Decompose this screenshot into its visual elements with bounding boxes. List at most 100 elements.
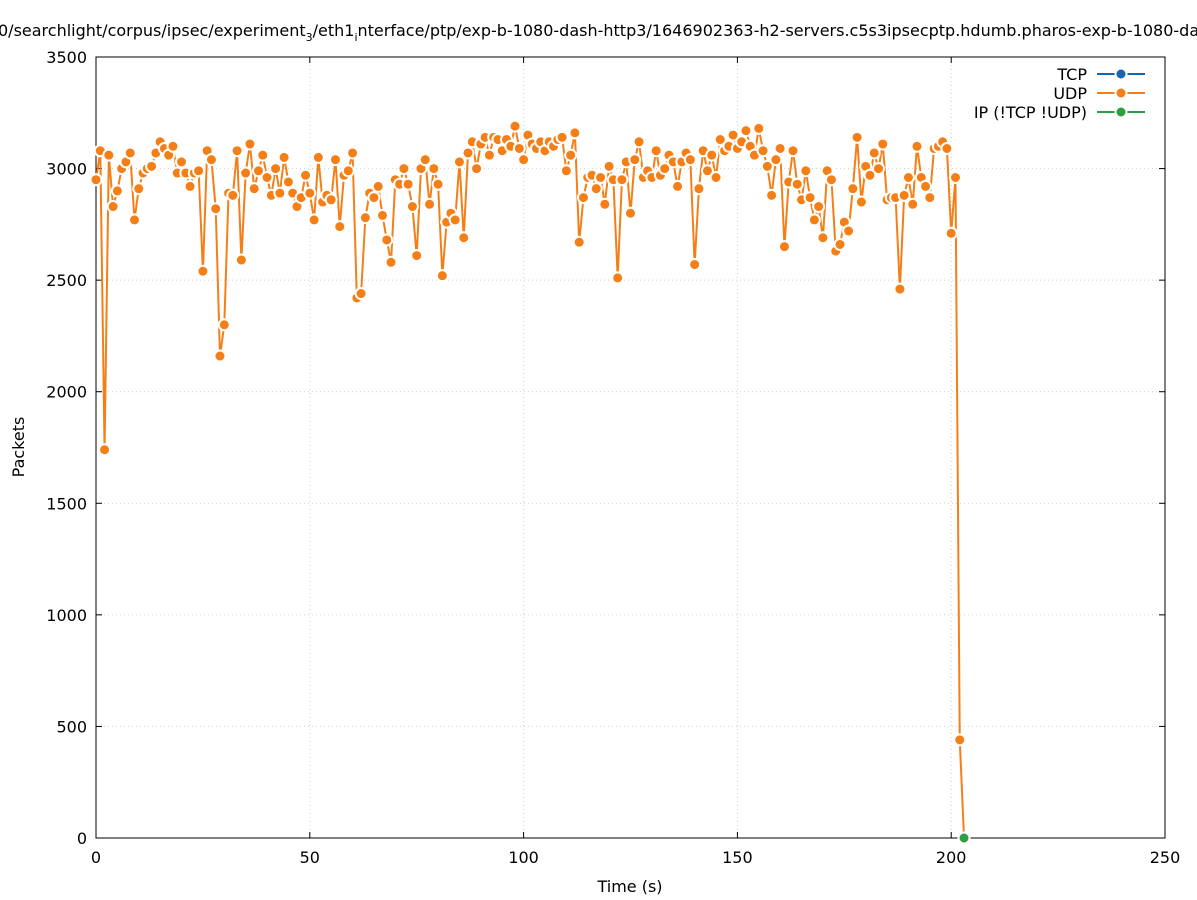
data-point <box>204 153 218 167</box>
data-point <box>418 153 432 167</box>
data-point <box>213 349 227 363</box>
data-point <box>598 197 612 211</box>
x-tick-label: 50 <box>300 848 320 867</box>
data-point <box>448 213 462 227</box>
data-point <box>816 231 830 245</box>
data-point <box>226 188 240 202</box>
data-point <box>752 121 766 135</box>
legend-swatch-marker <box>1114 67 1128 81</box>
data-point <box>260 171 274 184</box>
data-point <box>944 226 958 240</box>
data-point <box>726 128 740 142</box>
data-point <box>328 153 342 167</box>
data-point <box>568 126 582 140</box>
data-point <box>273 186 287 200</box>
series-line-udp <box>95 125 966 839</box>
data-point <box>183 179 197 193</box>
data-point <box>906 197 920 211</box>
data-point <box>765 188 779 202</box>
data-point <box>589 182 603 196</box>
data-point <box>192 164 206 178</box>
data-point <box>910 139 924 153</box>
data-point <box>683 153 697 167</box>
data-point <box>777 240 791 254</box>
title-subscript: 3 <box>306 31 313 44</box>
data-point <box>367 191 381 205</box>
data-point <box>923 191 937 205</box>
data-point <box>833 237 847 251</box>
data-point <box>576 191 590 205</box>
legend-swatch-marker <box>1114 105 1128 119</box>
data-point <box>243 137 257 151</box>
data-point <box>102 148 116 162</box>
data-point <box>594 171 608 184</box>
data-point <box>632 135 646 149</box>
data-point <box>123 146 137 160</box>
legend-swatch-marker <box>1114 86 1128 100</box>
data-point <box>773 141 787 155</box>
data-point <box>277 150 291 164</box>
data-point <box>867 146 881 160</box>
data-point <box>508 119 522 133</box>
data-point <box>940 141 954 155</box>
data-point <box>230 144 244 158</box>
data-point <box>769 153 783 167</box>
data-point <box>256 148 270 162</box>
data-point <box>872 162 886 176</box>
data-point <box>854 195 868 209</box>
data-point <box>354 287 368 301</box>
data-point <box>98 443 112 457</box>
data-point <box>269 162 283 176</box>
data-point <box>649 144 663 158</box>
data-point <box>555 130 569 144</box>
data-point <box>897 188 911 202</box>
data-point <box>628 153 642 167</box>
data-point <box>739 124 753 138</box>
y-tick-label: 2500 <box>46 271 87 290</box>
data-point <box>688 258 702 272</box>
legend-label-ip-tcp-udp: IP (!TCP !UDP) <box>974 103 1087 122</box>
data-point <box>431 177 445 191</box>
data-point <box>380 233 394 247</box>
data-point <box>807 213 821 227</box>
plot-frame <box>95 56 1166 839</box>
data-point <box>760 159 774 173</box>
data-point <box>333 220 347 234</box>
data-point <box>893 282 907 296</box>
y-tick-label: 3500 <box>46 48 87 67</box>
data-point <box>452 155 466 169</box>
data-point <box>602 159 616 173</box>
data-point <box>405 200 419 214</box>
series-ip-tcp-udp <box>957 831 971 845</box>
data-point <box>251 164 265 178</box>
title-subscript-2: i <box>354 31 357 44</box>
data-point <box>281 175 295 189</box>
data-point <box>812 200 826 214</box>
data-point <box>106 200 120 214</box>
data-point <box>209 202 223 216</box>
y-tick-label: 3000 <box>46 160 87 179</box>
y-axis-title: Packets <box>9 417 28 478</box>
data-point <box>624 206 637 220</box>
data-point <box>401 177 415 191</box>
data-point <box>799 164 813 178</box>
data-point <box>311 150 325 164</box>
data-point <box>166 139 180 153</box>
data-point <box>803 191 817 205</box>
data-point <box>127 213 141 227</box>
data-point <box>247 182 261 196</box>
data-point <box>89 173 103 187</box>
y-tick-label: 2000 <box>46 383 87 402</box>
data-point <box>470 162 484 176</box>
x-tick-label: 100 <box>508 848 539 867</box>
x-axis-title: Time (s) <box>596 877 662 896</box>
data-point <box>611 271 625 285</box>
y-tick-label: 1000 <box>46 606 87 625</box>
data-point <box>110 184 124 198</box>
y-tick-label: 0 <box>77 829 87 848</box>
data-point <box>435 269 449 283</box>
x-tick-label: 0 <box>91 848 101 867</box>
data-point <box>756 144 770 158</box>
series-layer <box>89 119 971 845</box>
axis-ticks: 0 50 100 150 200 2500500100015002000250030003… <box>46 48 1180 867</box>
